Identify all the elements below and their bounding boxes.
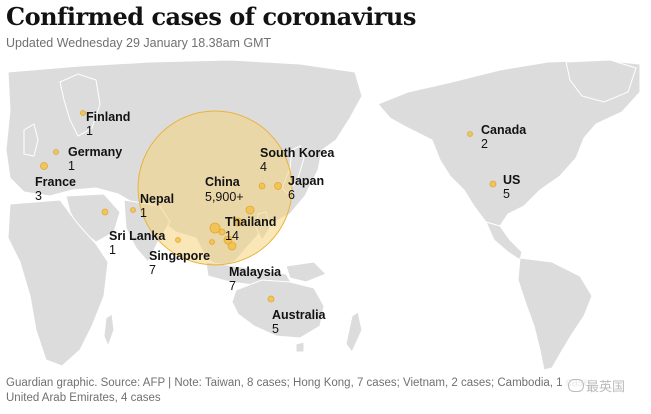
land-new-zealand xyxy=(345,311,363,353)
label-australia-name: Australia xyxy=(272,308,327,322)
label-finland-count: 1 xyxy=(86,124,93,138)
label-china-name: China xyxy=(205,175,241,189)
label-nepal-name: Nepal xyxy=(140,192,174,206)
footer-line-2: United Arab Emirates, 4 cases xyxy=(6,392,161,404)
land-north-america xyxy=(377,59,641,227)
dot-singapore xyxy=(227,241,237,251)
label-singapore-count: 7 xyxy=(149,263,156,277)
land-greenland xyxy=(565,59,637,103)
label-nepal-count: 1 xyxy=(140,206,147,220)
label-thailand-count: 14 xyxy=(225,229,239,243)
label-finland-name: Finland xyxy=(86,110,130,124)
dot-malaysia xyxy=(223,235,233,245)
wechat-icon xyxy=(568,379,584,392)
dot-japan xyxy=(274,182,282,190)
label-us-count: 5 xyxy=(503,187,510,201)
dot-us xyxy=(489,180,497,188)
label-germany-name: Germany xyxy=(68,145,122,159)
label-china-count: 5,900+ xyxy=(205,190,244,204)
dot-canada xyxy=(467,131,473,137)
label-germany-count: 1 xyxy=(68,159,75,173)
dot-hong-kong xyxy=(233,217,243,227)
land-central-america xyxy=(485,221,523,261)
label-us-name: US xyxy=(503,173,520,187)
dot-sri-lanka xyxy=(175,237,181,243)
land-south-america xyxy=(517,257,593,371)
dot-taiwan xyxy=(245,205,255,215)
label-thailand-name: Thailand xyxy=(225,215,276,229)
label-canada-name: Canada xyxy=(481,123,527,137)
land-africa xyxy=(7,199,109,367)
land-madagascar xyxy=(103,313,115,348)
dot-france xyxy=(40,162,48,170)
label-japan-count: 6 xyxy=(288,188,295,202)
dot-australia xyxy=(267,295,275,303)
label-france-count: 3 xyxy=(35,189,42,203)
footer-line-1: Guardian graphic. Source: AFP | Note: Ta… xyxy=(6,377,594,389)
footer-note: Guardian graphic. Source: AFP | Note: Ta… xyxy=(6,376,646,406)
watermark-text: 最英国 xyxy=(586,379,626,394)
watermark: 最英国 xyxy=(566,376,628,395)
label-japan-name: Japan xyxy=(288,174,324,188)
dot-thailand xyxy=(209,222,221,234)
land-uk xyxy=(23,123,39,157)
dot-vietnam xyxy=(218,228,226,236)
dot-south-korea xyxy=(258,182,266,190)
land-new-guinea xyxy=(285,261,327,283)
dot-germany xyxy=(53,149,59,155)
label-south-korea-name: South Korea xyxy=(260,146,335,160)
label-malaysia-name: Malaysia xyxy=(229,265,282,279)
page-title: Confirmed cases of coronavirus xyxy=(6,2,416,31)
label-france-name: France xyxy=(35,175,76,189)
label-singapore-name: Singapore xyxy=(149,249,210,263)
label-sri-lanka-count: 1 xyxy=(109,243,116,257)
label-sri-lanka-name: Sri Lanka xyxy=(109,229,166,243)
dot-nepal xyxy=(130,207,136,213)
location-labels: Finland 1 Germany 1 France 3 Nepal 1 Sri… xyxy=(35,110,527,336)
label-australia-count: 5 xyxy=(272,322,279,336)
dot-finland xyxy=(80,110,86,116)
land-tasmania xyxy=(295,341,305,353)
label-malaysia-count: 7 xyxy=(229,279,236,293)
china-case-circle xyxy=(137,110,293,266)
update-timestamp: Updated Wednesday 29 January 18.38am GMT xyxy=(6,36,272,50)
label-south-korea-count: 4 xyxy=(260,160,267,174)
land-australia xyxy=(231,279,325,339)
dot-uae xyxy=(101,208,109,216)
dot-cambodia xyxy=(209,239,215,245)
land-scandinavia xyxy=(59,73,101,137)
label-canada-count: 2 xyxy=(481,137,488,151)
